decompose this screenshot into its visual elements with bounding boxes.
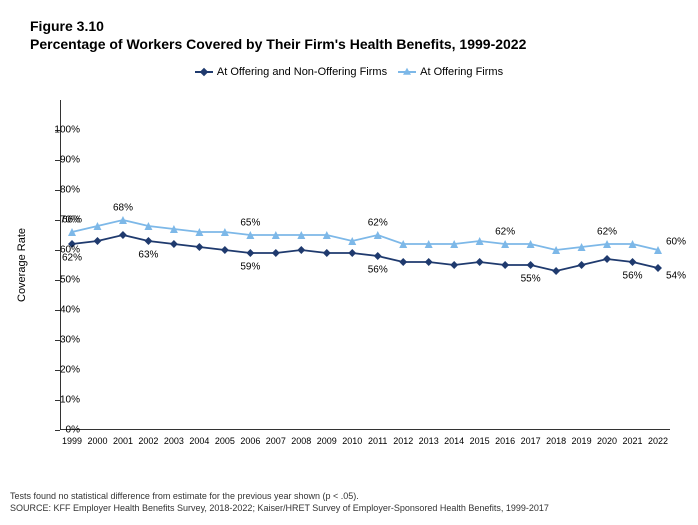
data-point-label: 56%: [368, 265, 388, 276]
x-axis-label: 2006: [240, 436, 260, 446]
x-axis-label: 2001: [113, 436, 133, 446]
y-axis-title: Coverage Rate: [16, 228, 28, 302]
all-firms-marker: [272, 249, 280, 257]
all-firms-marker: [425, 258, 433, 266]
x-axis-label: 2000: [87, 436, 107, 446]
triangle-icon: [398, 71, 416, 73]
x-axis-label: 2011: [368, 436, 387, 446]
x-axis-label: 2018: [546, 436, 566, 446]
x-axis-label: 2019: [572, 436, 592, 446]
y-axis-label: 90%: [40, 155, 80, 166]
x-axis-label: 2008: [291, 436, 311, 446]
y-axis-label: 80%: [40, 185, 80, 196]
y-axis-label: 50%: [40, 275, 80, 286]
y-axis-label: 20%: [40, 365, 80, 376]
x-axis-label: 2017: [521, 436, 541, 446]
all-firms-marker: [221, 246, 229, 254]
chart-area: 1999200020012002200320042005200620072008…: [60, 100, 670, 430]
x-axis-label: 2005: [215, 436, 235, 446]
y-axis-label: 0%: [40, 425, 80, 436]
x-axis-label: 2014: [444, 436, 464, 446]
legend: At Offering and Non-Offering Firms At Of…: [0, 64, 698, 78]
x-axis-label: 2016: [495, 436, 515, 446]
all-firms-marker: [195, 243, 203, 251]
all-firms-marker: [170, 240, 178, 248]
all-firms-marker: [246, 249, 254, 257]
all-firms-marker: [119, 231, 127, 239]
all-firms-marker: [629, 258, 637, 266]
data-point-label: 62%: [368, 218, 388, 229]
data-point-label: 68%: [113, 203, 133, 214]
legend-item-all-firms: At Offering and Non-Offering Firms: [195, 66, 387, 78]
legend-label: At Offering Firms: [420, 66, 503, 78]
x-axis-label: 2010: [342, 436, 362, 446]
x-axis-label: 2009: [317, 436, 337, 446]
figure-number: Figure 3.10: [30, 18, 104, 34]
all-firms-marker: [450, 261, 458, 269]
all-firms-line: [72, 235, 658, 271]
all-firms-marker: [144, 237, 152, 245]
all-firms-marker: [501, 261, 509, 269]
y-axis-label: 60%: [40, 245, 80, 256]
all-firms-marker: [476, 258, 484, 266]
all-firms-marker: [297, 246, 305, 254]
y-axis-label: 100%: [40, 125, 80, 136]
data-point-label: 56%: [623, 271, 643, 282]
x-axis-label: 2013: [419, 436, 439, 446]
data-point-label: 62%: [597, 227, 617, 238]
data-point-label: 60%: [666, 237, 686, 248]
x-axis-label: 2007: [266, 436, 286, 446]
all-firms-marker: [374, 252, 382, 260]
all-firms-marker: [654, 264, 662, 272]
y-axis-label: 10%: [40, 395, 80, 406]
x-axis-label: 2021: [623, 436, 643, 446]
data-point-label: 54%: [666, 271, 686, 282]
x-axis-label: 2012: [393, 436, 413, 446]
diamond-icon: [195, 71, 213, 73]
x-axis-label: 2015: [470, 436, 490, 446]
all-firms-marker: [94, 237, 102, 245]
data-point-label: 62%: [495, 227, 515, 238]
offering-firms-line: [72, 220, 658, 250]
all-firms-marker: [603, 255, 611, 263]
footnote-1: Tests found no statistical difference fr…: [10, 491, 359, 501]
x-axis-label: 2003: [164, 436, 184, 446]
x-axis-label: 2020: [597, 436, 617, 446]
data-point-label: 55%: [521, 274, 541, 285]
data-point-label: 65%: [240, 218, 260, 229]
figure-title: Percentage of Workers Covered by Their F…: [30, 36, 526, 52]
all-firms-marker: [323, 249, 331, 257]
y-axis-label: 40%: [40, 305, 80, 316]
x-axis-label: 2002: [138, 436, 158, 446]
all-firms-marker: [578, 261, 586, 269]
data-point-label: 59%: [240, 262, 260, 273]
y-axis-label: 30%: [40, 335, 80, 346]
chart-svg: [60, 100, 670, 430]
data-point-label: 63%: [138, 250, 158, 261]
all-firms-marker: [399, 258, 407, 266]
x-axis-label: 2004: [189, 436, 209, 446]
all-firms-marker: [527, 261, 535, 269]
x-axis-label: 2022: [648, 436, 668, 446]
all-firms-marker: [348, 249, 356, 257]
legend-item-offering-firms: At Offering Firms: [398, 66, 503, 78]
y-axis-label: 70%: [40, 215, 80, 226]
footnote-2: SOURCE: KFF Employer Health Benefits Sur…: [10, 503, 549, 513]
x-axis-label: 1999: [62, 436, 82, 446]
legend-label: At Offering and Non-Offering Firms: [217, 66, 387, 78]
all-firms-marker: [552, 267, 560, 275]
